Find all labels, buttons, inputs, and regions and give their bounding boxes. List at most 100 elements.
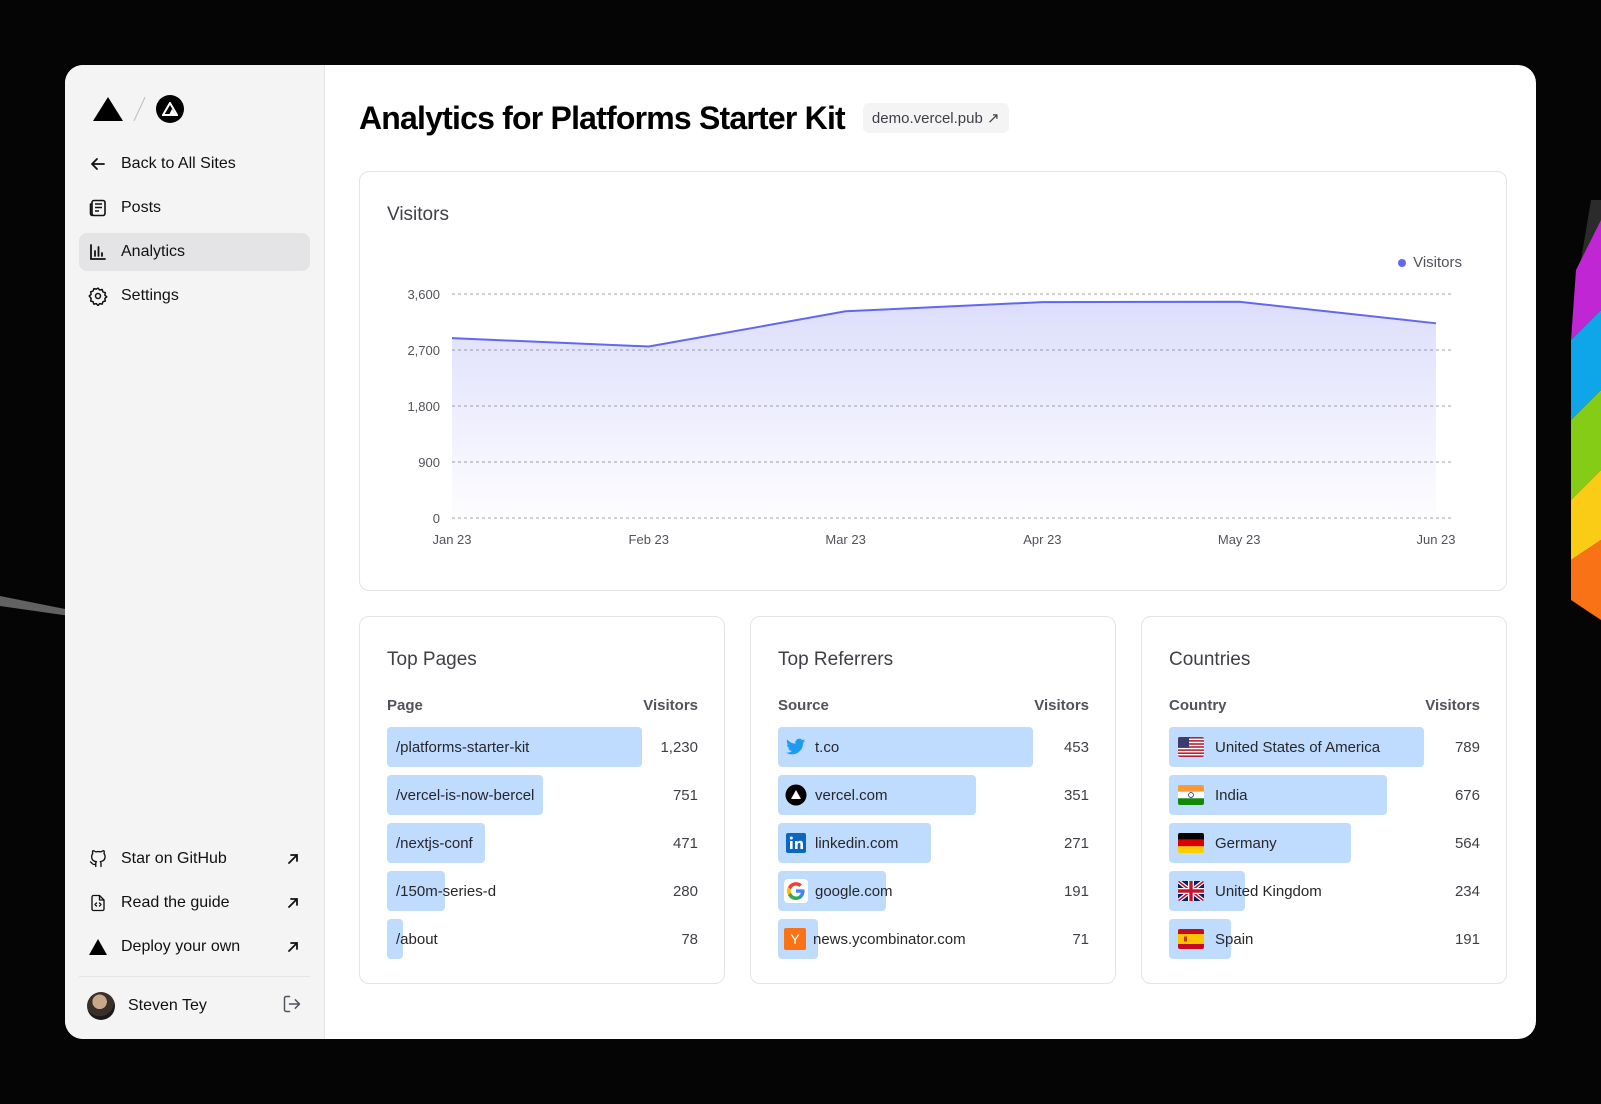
background-gradient-stripes — [1571, 200, 1601, 620]
value-bar — [387, 775, 543, 815]
row-label: vercel.com — [815, 786, 888, 804]
user-name: Steven Tey — [128, 997, 207, 1014]
table-row[interactable]: India 676 — [1169, 775, 1480, 815]
app-window: Back to All Sites Posts Analytics Settin… — [65, 65, 1536, 1039]
row-label: /vercel-is-now-bercel — [396, 786, 535, 804]
main-content: Analytics for Platforms Starter Kit demo… — [325, 65, 1536, 1039]
table-row[interactable]: /platforms-starter-kit 1,230 — [387, 727, 698, 767]
row-label-group: Spain — [1178, 919, 1253, 959]
column-header-visitors: Visitors — [1034, 697, 1089, 714]
file-code-icon — [88, 893, 108, 913]
table-row[interactable]: /150m-series-d 280 — [387, 871, 698, 911]
visitors-area-chart: 0 900 1,800 2,700 3,600 Jan 23 Feb 23 Mar 23 Apr… — [407, 287, 1455, 547]
row-label-group: vercel.com — [784, 775, 888, 815]
row-value: 280 — [672, 882, 698, 900]
read-the-guide-link[interactable]: Read the guide — [79, 884, 310, 922]
legend-label: Visitors — [1413, 254, 1462, 271]
chart-title: Visitors — [387, 204, 449, 225]
logo-bar — [79, 79, 310, 139]
sidebar-item-settings[interactable]: Settings — [79, 277, 310, 315]
x-tick-label: Feb 23 — [629, 532, 669, 547]
platforms-logo-icon[interactable] — [156, 95, 184, 123]
x-tick-label: Mar 23 — [825, 532, 865, 547]
table-row[interactable]: vercel.com 351 — [778, 775, 1089, 815]
table-row[interactable]: /vercel-is-now-bercel 751 — [387, 775, 698, 815]
india-flag-icon — [1178, 785, 1204, 805]
vercel-logo-icon[interactable] — [93, 97, 123, 121]
row-value: 351 — [1063, 786, 1089, 804]
legend-dot — [1398, 258, 1407, 267]
sidebar-item-posts[interactable]: Posts — [79, 189, 310, 227]
table-row[interactable]: linkedin.com 271 — [778, 823, 1089, 863]
linkedin-icon — [784, 831, 808, 855]
vercel-triangle-icon — [88, 937, 108, 957]
value-bar — [778, 775, 976, 815]
deploy-your-own-link[interactable]: Deploy your own — [79, 928, 310, 966]
logo-separator — [133, 97, 146, 121]
row-value: 453 — [1063, 738, 1089, 756]
sidebar-item-label: Analytics — [121, 243, 186, 260]
ext-item-label: Read the guide — [121, 894, 230, 911]
user-profile[interactable]: Steven Tey — [79, 989, 310, 1023]
table-row[interactable]: /about 78 — [387, 919, 698, 959]
ext-item-label: Deploy your own — [121, 938, 241, 955]
ext-item-label: Star on GitHub — [121, 850, 227, 867]
page-header: Analytics for Platforms Starter Kit demo… — [359, 65, 1508, 171]
github-icon — [88, 849, 108, 869]
external-arrow-icon — [288, 942, 298, 952]
table-row[interactable]: Germany 564 — [1169, 823, 1480, 863]
x-tick-label: May 23 — [1218, 532, 1261, 547]
row-value: 676 — [1454, 786, 1480, 804]
y-tick-label: 2,700 — [407, 343, 440, 358]
row-value: 71 — [1072, 930, 1089, 948]
visitors-chart-card: Visitors Visitors 0 900 1,800 2,700 3,600 Jan… — [359, 171, 1507, 591]
row-label-group: t.co — [784, 727, 839, 767]
sidebar: Back to All Sites Posts Analytics Settin… — [65, 65, 325, 1039]
top-pages-list: /platforms-starter-kit 1,230 /vercel-is-… — [387, 727, 698, 959]
row-label-group: linkedin.com — [784, 823, 898, 863]
row-label: Spain — [1215, 930, 1254, 948]
row-value: 271 — [1063, 834, 1089, 852]
table-row[interactable]: t.co 453 — [778, 727, 1089, 767]
row-label: /platforms-starter-kit — [396, 738, 530, 756]
sidebar-item-label: Posts — [121, 199, 162, 216]
sidebar-item-analytics[interactable]: Analytics — [79, 233, 310, 271]
table-header: Source Visitors — [778, 697, 1089, 719]
card-title: Countries — [1169, 649, 1251, 670]
row-label-group: google.com — [784, 871, 893, 911]
row-label: United States of America — [1215, 738, 1381, 756]
star-on-github-link[interactable]: Star on GitHub — [79, 840, 310, 878]
spain-flag-icon — [1178, 929, 1204, 949]
logout-icon[interactable] — [282, 994, 302, 1019]
row-value: 234 — [1454, 882, 1480, 900]
row-label: /about — [396, 930, 438, 948]
background-light-streak — [0, 596, 70, 616]
card-title: Top Referrers — [778, 649, 894, 670]
table-row[interactable]: Y news.ycombinator.com 71 — [778, 919, 1089, 959]
vercel-icon — [784, 783, 808, 807]
row-value: 564 — [1454, 834, 1480, 852]
table-row[interactable]: /nextjs-conf 471 — [387, 823, 698, 863]
gear-icon — [88, 286, 108, 306]
value-bar — [778, 727, 1033, 767]
germany-flag-icon — [1178, 833, 1204, 853]
x-tick-label: Apr 23 — [1023, 532, 1061, 547]
table-row[interactable]: Spain 191 — [1169, 919, 1480, 959]
value-bar — [387, 919, 404, 959]
value-bar — [387, 871, 446, 911]
row-label-group: India — [1178, 775, 1248, 815]
table-row[interactable]: United States of America 789 — [1169, 727, 1480, 767]
chart-legend[interactable]: Visitors — [1398, 254, 1462, 271]
sidebar-divider — [79, 976, 310, 977]
row-label: google.com — [815, 882, 893, 900]
avatar[interactable] — [87, 992, 115, 1020]
row-label: t.co — [815, 738, 840, 756]
table-row[interactable]: google.com 191 — [778, 871, 1089, 911]
row-value: 1,230 — [660, 738, 698, 756]
row-label: /150m-series-d — [396, 882, 497, 900]
y-tick-label: 1,800 — [407, 399, 440, 414]
site-link-chip[interactable]: demo.vercel.pub ↗ — [862, 103, 1009, 133]
y-tick-label: 3,600 — [407, 287, 440, 302]
table-row[interactable]: United Kingdom 234 — [1169, 871, 1480, 911]
sidebar-item-back[interactable]: Back to All Sites — [79, 145, 310, 183]
